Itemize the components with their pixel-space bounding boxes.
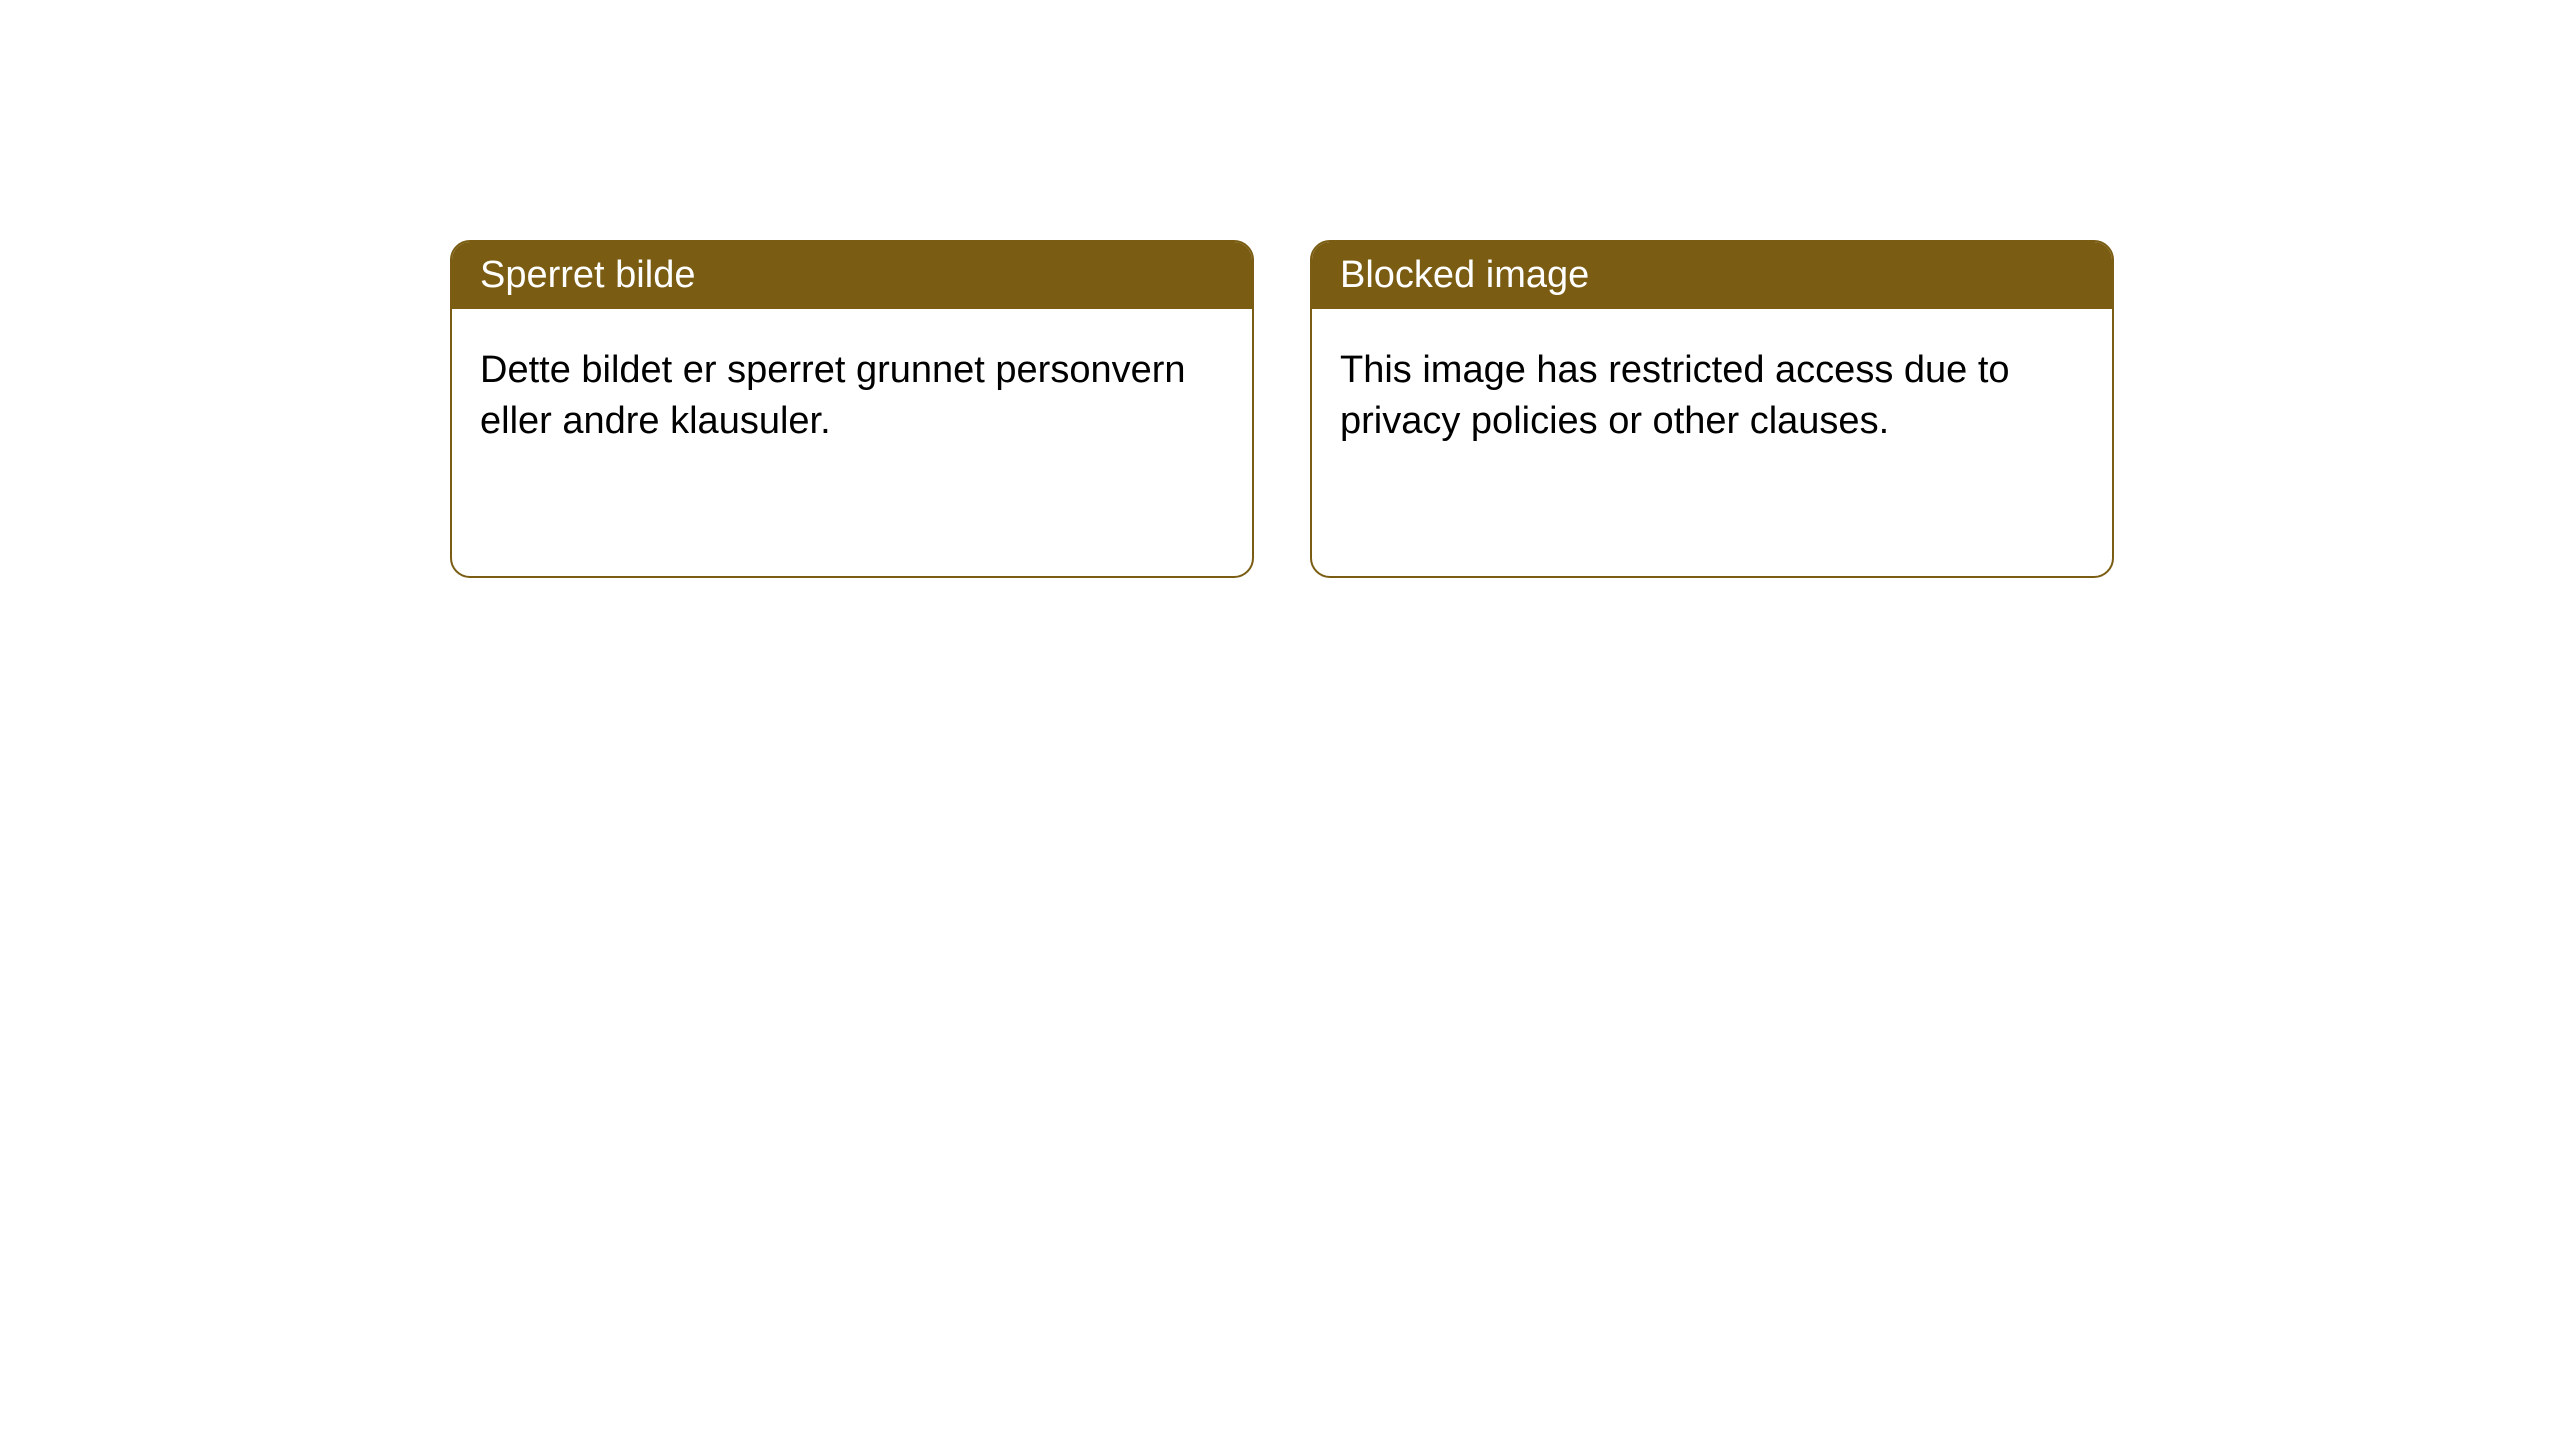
card-header: Blocked image [1312,242,2112,309]
card-header: Sperret bilde [452,242,1252,309]
blocked-image-card-norwegian: Sperret bilde Dette bildet er sperret gr… [450,240,1254,578]
blocked-image-card-english: Blocked image This image has restricted … [1310,240,2114,578]
card-title: Blocked image [1340,254,1589,296]
notice-cards-container: Sperret bilde Dette bildet er sperret gr… [0,0,2560,578]
card-body: This image has restricted access due to … [1312,309,2112,484]
card-title: Sperret bilde [480,254,695,296]
card-body-text: This image has restricted access due to … [1340,349,2010,442]
card-body: Dette bildet er sperret grunnet personve… [452,309,1252,484]
card-body-text: Dette bildet er sperret grunnet personve… [480,349,1186,442]
